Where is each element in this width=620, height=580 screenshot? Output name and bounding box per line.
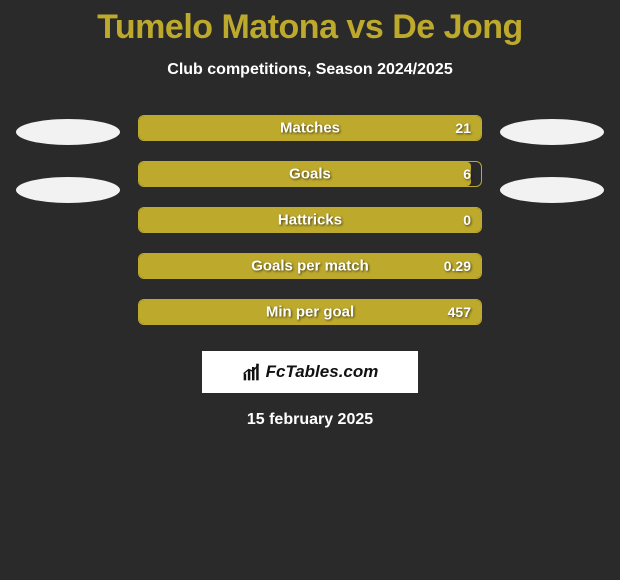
brand-logo: FcTables.com — [202, 351, 418, 393]
stat-bar-fill — [139, 254, 481, 278]
stat-bar: Goals6 — [138, 161, 482, 187]
player-photo-placeholder — [16, 177, 120, 203]
stat-bar: Matches21 — [138, 115, 482, 141]
right-ellipse-column — [500, 115, 604, 203]
snapshot-date: 15 february 2025 — [247, 411, 373, 429]
stat-bar: Goals per match0.29 — [138, 253, 482, 279]
left-ellipse-column — [16, 115, 120, 203]
player-photo-placeholder — [500, 119, 604, 145]
page-title: Tumelo Matona vs De Jong — [97, 8, 523, 47]
chart-icon — [242, 362, 262, 382]
stat-bar-fill — [139, 300, 481, 324]
stat-bar: Min per goal457 — [138, 299, 482, 325]
stat-bar-fill — [139, 208, 481, 232]
brand-logo-text: FcTables.com — [266, 362, 379, 382]
stat-bar-fill — [139, 162, 471, 186]
stat-bars: Matches21 Goals6 Hattricks0 Goals per match… — [138, 115, 482, 325]
stat-bar: Hattricks0 — [138, 207, 482, 233]
stat-bar-fill — [139, 116, 481, 140]
stats-area: Matches21 Goals6 Hattricks0 Goals per match… — [0, 115, 620, 325]
player-photo-placeholder — [16, 119, 120, 145]
player-photo-placeholder — [500, 177, 604, 203]
page-subtitle: Club competitions, Season 2024/2025 — [167, 61, 452, 79]
comparison-infographic: Tumelo Matona vs De Jong Club competitio… — [0, 0, 620, 429]
